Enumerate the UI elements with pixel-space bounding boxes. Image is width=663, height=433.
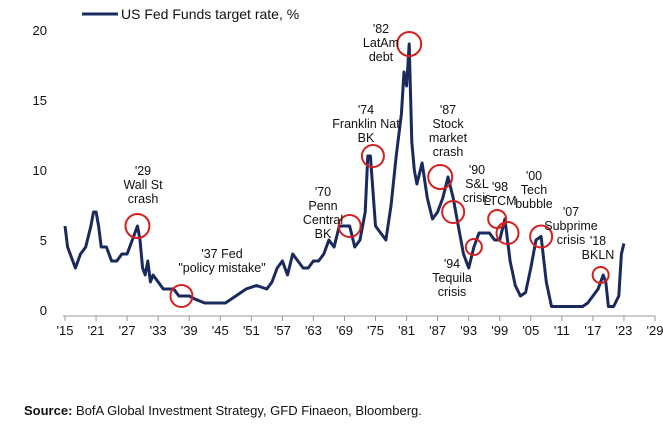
source-text: BofA Global Investment Strategy, GFD Fin… <box>72 403 422 418</box>
y-tick-label: 20 <box>33 23 47 38</box>
event-highlight-circle <box>529 224 554 249</box>
event-annotation: '07 Subprime crisis <box>544 205 598 247</box>
x-tick-label: '15 <box>57 323 74 338</box>
event-highlight-circle <box>427 164 454 190</box>
x-tick-label: '23 <box>615 323 632 338</box>
fed-funds-chart: '15 '21 '27 '33 '39 '45 '51 '57 '63 '69 '75 '81 '87 '… <box>33 6 663 338</box>
event-annotation: '87 Stock market crash <box>429 103 468 159</box>
event-highlight-circle <box>396 31 423 57</box>
x-tick-label: '57 <box>274 323 291 338</box>
event-annotation: '37 Fed "policy mistake" <box>178 247 265 275</box>
legend-label: US Fed Funds target rate, % <box>121 6 299 22</box>
event-highlight-circle <box>169 284 194 308</box>
x-tick-label: '63 <box>305 323 322 338</box>
event-annotation: '94 Tequila crisis <box>432 257 472 299</box>
event-annotation: '90 S&L crisis <box>463 163 491 205</box>
x-tick-label: '27 <box>119 323 136 338</box>
y-tick-label: 5 <box>40 233 47 248</box>
y-tick-label: 0 <box>40 303 47 318</box>
event-labels: '29 Wall St crash '37 Fed "policy mistake" '7… <box>123 22 614 299</box>
x-tick-label: '51 <box>243 323 260 338</box>
event-annotation: '98 LTCM <box>483 180 516 208</box>
x-tick-label: '69 <box>336 323 353 338</box>
event-highlight-circle <box>591 266 610 284</box>
x-tick-label: '33 <box>150 323 167 338</box>
x-tick-label: '75 <box>367 323 384 338</box>
event-highlight-circle <box>464 238 483 256</box>
legend: US Fed Funds target rate, % <box>82 6 299 22</box>
x-tick-label: '05 <box>522 323 539 338</box>
event-annotation: '18 BKLN <box>582 234 615 262</box>
x-tick-label: '21 <box>88 323 105 338</box>
x-tick-label: '93 <box>460 323 477 338</box>
event-annotation: '70 Penn Central BK <box>303 185 343 241</box>
x-tick-label: '87 <box>429 323 446 338</box>
x-tick-label: '99 <box>491 323 508 338</box>
event-highlight-circle <box>337 214 362 238</box>
event-annotation: '00 Tech bubble <box>515 169 553 211</box>
x-tick-label: '11 <box>554 323 570 338</box>
source-note: Source: BofA Global Investment Strategy,… <box>24 403 422 418</box>
event-highlight-circle <box>360 144 385 168</box>
x-tick-label: '45 <box>212 323 229 338</box>
source-label: Source: <box>24 403 73 418</box>
event-highlight-circle <box>124 213 151 239</box>
x-tick-label: '39 <box>181 323 198 338</box>
x-tick-label: '81 <box>398 323 415 338</box>
y-tick-label: 15 <box>33 93 47 108</box>
event-annotation: '29 Wall St crash <box>123 164 163 206</box>
event-highlight-circle <box>495 221 520 245</box>
event-circles <box>124 31 610 308</box>
event-highlight-circle <box>441 200 466 224</box>
event-annotation: '82 LatAm debt <box>363 22 399 64</box>
chart-axes: '15 '21 '27 '33 '39 '45 '51 '57 '63 '69 '75 '81 '87 '… <box>33 23 663 338</box>
event-annotation: '74 Franklin Nat BK <box>332 103 400 145</box>
x-tick-label: '17 <box>584 323 601 338</box>
x-tick-label: '29 <box>647 323 663 338</box>
y-tick-label: 10 <box>33 163 47 178</box>
